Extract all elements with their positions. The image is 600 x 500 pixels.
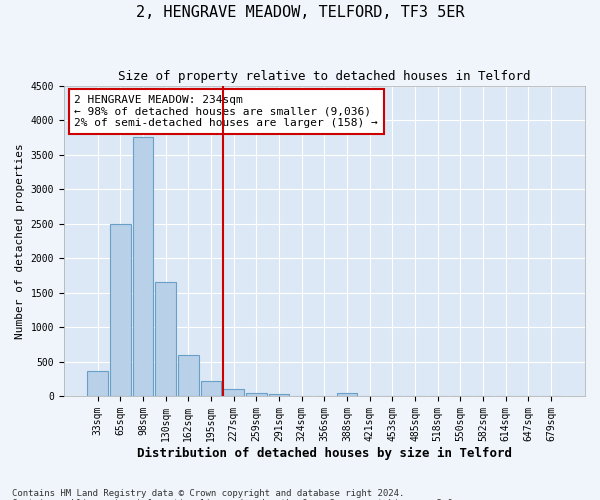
Text: 2, HENGRAVE MEADOW, TELFORD, TF3 5ER: 2, HENGRAVE MEADOW, TELFORD, TF3 5ER (136, 5, 464, 20)
Bar (88, 371, 108, 396)
Bar (337, 392, 357, 396)
Bar (110, 224, 131, 396)
Bar (223, 389, 244, 396)
Text: Contains HM Land Registry data © Crown copyright and database right 2024.: Contains HM Land Registry data © Crown c… (12, 488, 404, 498)
Bar (155, 282, 176, 397)
Bar (133, 138, 153, 396)
Y-axis label: Number of detached properties: Number of detached properties (15, 143, 25, 339)
Bar (178, 355, 199, 397)
X-axis label: Distribution of detached houses by size in Telford: Distribution of detached houses by size … (137, 447, 512, 460)
Title: Size of property relative to detached houses in Telford: Size of property relative to detached ho… (118, 70, 530, 83)
Bar (201, 380, 221, 396)
Bar (246, 392, 266, 396)
Text: Contains public sector information licensed under the Open Government Licence v3: Contains public sector information licen… (12, 498, 458, 500)
Text: 2 HENGRAVE MEADOW: 234sqm
← 98% of detached houses are smaller (9,036)
2% of sem: 2 HENGRAVE MEADOW: 234sqm ← 98% of detac… (74, 95, 378, 128)
Bar (269, 394, 289, 396)
